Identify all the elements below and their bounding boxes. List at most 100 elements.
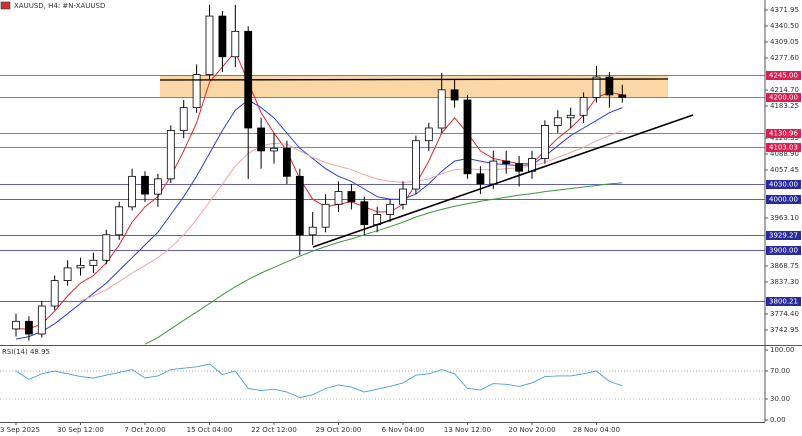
candle-body <box>192 74 201 109</box>
candle-body <box>282 147 291 177</box>
candle-body <box>489 160 498 185</box>
y-tick-label: 100.00 <box>770 346 795 354</box>
candle-body <box>218 15 227 58</box>
candle-body <box>437 89 446 129</box>
candle-body <box>347 191 356 203</box>
candle-body <box>76 264 85 269</box>
y-tick-label: 30.00 <box>770 395 790 403</box>
level-label: 4103.03 <box>769 144 798 152</box>
y-tick-label: 4340.50 <box>770 22 799 30</box>
candle-body <box>424 127 433 142</box>
drawings-layer <box>159 78 694 248</box>
x-tick-label: 20 Nov 20:00 <box>508 426 555 434</box>
candle-body <box>592 76 601 98</box>
candle-body <box>553 117 562 126</box>
level-label: 4245.00 <box>769 72 798 80</box>
candle-body <box>605 76 614 96</box>
candle-body <box>89 259 98 266</box>
candle-body <box>399 188 407 205</box>
y-tick-label: 4057.45 <box>770 166 799 174</box>
candle-body <box>321 203 330 228</box>
y-tick-label: 4277.60 <box>770 54 799 62</box>
supply-zone <box>160 75 668 97</box>
x-tick-label: 13 Nov 12:00 <box>444 426 491 434</box>
level-label: 4130.96 <box>769 130 798 138</box>
candle-body <box>141 175 149 195</box>
level-label: 4030.00 <box>769 181 798 189</box>
candle-body <box>24 320 33 335</box>
candle-body <box>102 234 111 261</box>
levels-layer <box>0 75 765 302</box>
level-label: 3929.27 <box>769 232 798 240</box>
level-tag <box>766 71 801 80</box>
level-tag <box>766 93 801 102</box>
candle-body <box>476 173 485 185</box>
zone-layer <box>160 75 668 97</box>
candle-body <box>308 226 317 236</box>
y-tick-label: 3837.30 <box>770 278 799 286</box>
candle-body <box>618 94 627 98</box>
level-label: 4200.00 <box>769 94 798 102</box>
x-tick-label: 29 Oct 20:00 <box>316 426 362 434</box>
y-tick-label: 4183.25 <box>770 102 799 110</box>
y-tick-label: 3963.10 <box>770 214 799 222</box>
y-tick-label: 4088.90 <box>770 150 799 158</box>
level-tag <box>766 246 801 255</box>
candle-body <box>463 99 472 175</box>
x-tick-label: 15 Oct 04:00 <box>187 426 233 434</box>
candle-body <box>515 163 523 172</box>
candle-body <box>63 267 72 281</box>
candle-body <box>37 305 46 335</box>
candle-body <box>541 125 549 159</box>
candle-body <box>579 97 588 116</box>
level-label: 3900.00 <box>769 247 798 255</box>
y-tick-label: 3774.40 <box>770 310 799 318</box>
level-tag <box>766 180 801 189</box>
candle-body <box>257 127 266 152</box>
candle-body <box>12 320 20 330</box>
candle-body <box>450 89 459 101</box>
candle-body <box>411 140 420 190</box>
level-label: 4000.00 <box>769 196 798 204</box>
level-tag <box>766 297 801 306</box>
x-tick-label: 3 Sep 2025 <box>0 426 40 434</box>
y-tick-label: 0.00 <box>770 416 786 424</box>
symbol-icon <box>0 1 11 10</box>
x-tick-label: 7 Oct 20:00 <box>124 426 165 434</box>
trend-line <box>312 114 694 248</box>
candle-body <box>179 107 188 131</box>
y-tick-label: 3868.75 <box>770 262 799 270</box>
candle-body <box>115 206 124 236</box>
candle-body <box>502 160 511 164</box>
candle-body <box>334 191 343 205</box>
rsi-line <box>15 363 623 399</box>
candle-body <box>153 178 162 195</box>
level-tag <box>766 195 801 204</box>
x-tick-label: 30 Sep 12:00 <box>57 426 104 434</box>
candles-layer <box>12 4 627 341</box>
resistance-line <box>159 78 669 81</box>
y-tick-label: 4309.05 <box>770 38 799 46</box>
y-tick-label: 70.00 <box>770 367 790 375</box>
y-tick-label: 3742.95 <box>770 326 799 334</box>
x-tick-label: 22 Oct 12:00 <box>251 426 297 434</box>
candle-body <box>231 30 240 58</box>
chart-title: XAUUSD, H4: #N-XAUUSD <box>14 2 105 10</box>
candle-body <box>205 15 214 75</box>
rsi-layer <box>0 363 765 400</box>
level-tag <box>766 143 801 152</box>
level-tag <box>766 129 801 138</box>
candle-body <box>295 175 304 236</box>
candle-body <box>360 201 369 226</box>
candle-body <box>270 147 278 152</box>
y-tick-label: 4371.95 <box>770 6 799 14</box>
candle-body <box>50 280 59 307</box>
level-label: 3800.21 <box>769 298 798 306</box>
y-tick-label: 4214.70 <box>770 86 799 94</box>
moving-average <box>144 182 623 345</box>
level-tag <box>766 231 801 240</box>
